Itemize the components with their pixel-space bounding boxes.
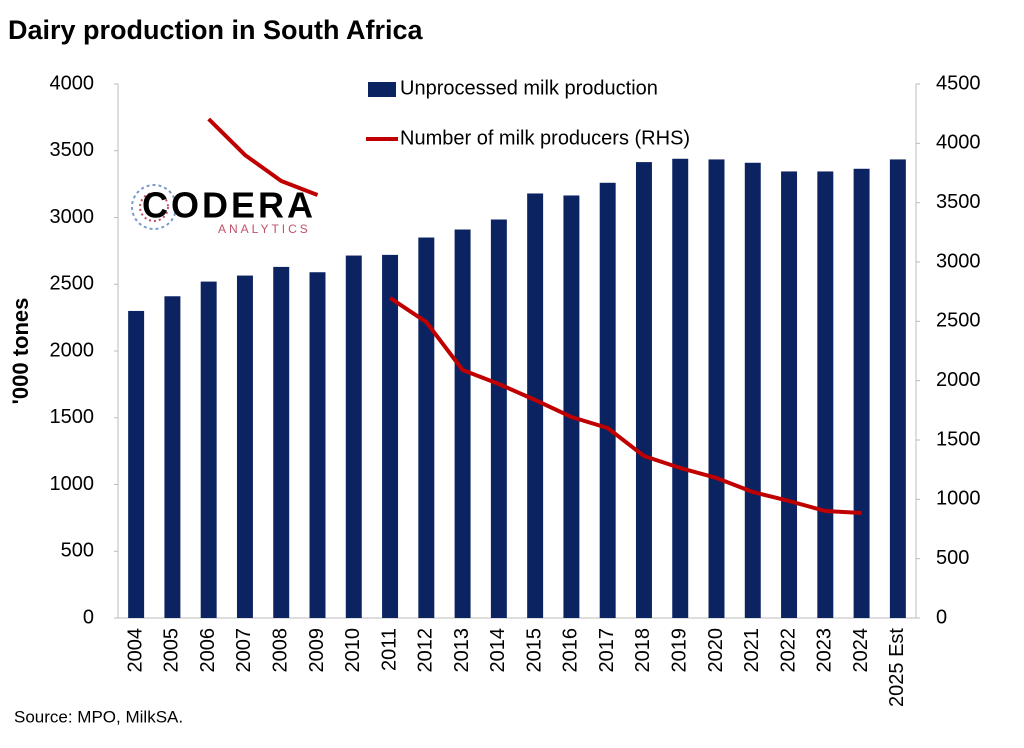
y-tick-label: 1500 — [50, 406, 95, 428]
x-tick-label: 2009 — [306, 628, 328, 673]
y2-tick-label: 0 — [936, 606, 947, 628]
x-tick-label: 2007 — [233, 628, 255, 673]
bar — [454, 229, 471, 618]
x-tick-label: 2008 — [270, 628, 292, 673]
bar — [708, 159, 725, 619]
x-tick-label: 2014 — [487, 628, 509, 673]
bar — [527, 193, 544, 618]
y2-tick-label: 2500 — [936, 310, 981, 332]
bar — [672, 158, 689, 618]
x-tick-label: 2016 — [560, 628, 582, 673]
y2-tick-label: 2000 — [936, 369, 981, 391]
x-tick-label: 2012 — [415, 628, 437, 673]
bar — [817, 171, 834, 618]
y-tick-label: 3500 — [50, 139, 95, 161]
logo-tagline: ANALYTICS — [218, 222, 311, 236]
x-tick-label: 2023 — [814, 628, 836, 673]
logo-name: CODERA — [142, 185, 316, 226]
bar — [889, 159, 906, 619]
x-tick-label: 2020 — [705, 628, 727, 673]
x-tick-label: 2005 — [161, 628, 183, 673]
bar — [273, 266, 290, 618]
x-tick-label: 2015 — [523, 628, 545, 673]
y2-tick-label: 4000 — [936, 132, 981, 154]
x-tick-label: 2010 — [342, 628, 364, 673]
y2-tick-label: 3000 — [936, 250, 981, 272]
y-tick-label: 500 — [61, 540, 94, 562]
x-tick-label: 2006 — [197, 628, 219, 673]
y-axis-label: '000 tones — [8, 298, 33, 405]
bar — [164, 296, 181, 618]
bar — [200, 281, 217, 618]
logo-mark — [131, 184, 177, 230]
y-tick-label: 4000 — [50, 72, 95, 94]
y2-tick-label: 3500 — [936, 191, 981, 213]
bar — [744, 162, 761, 618]
bar — [345, 255, 362, 619]
logo-mark — [139, 192, 169, 222]
x-tick-label: 2017 — [596, 628, 618, 673]
logo: CODERA ANALYTICS — [131, 184, 316, 236]
chart-title: Dairy production in South Africa — [8, 15, 424, 45]
bar — [490, 219, 507, 618]
bar — [418, 237, 435, 618]
y2-tick-label: 4500 — [936, 72, 981, 94]
x-tick-label: 2018 — [632, 628, 654, 673]
bar — [563, 195, 580, 618]
y-tick-label: 2000 — [50, 339, 95, 361]
x-tick-label: 2011 — [378, 628, 400, 671]
y-tick-label: 0 — [83, 606, 94, 628]
bar — [635, 162, 652, 618]
legend-label: Number of milk producers (RHS) — [400, 127, 690, 149]
bar — [236, 275, 253, 618]
bar — [128, 310, 145, 618]
legend-label: Unprocessed milk production — [400, 77, 658, 99]
x-tick-label: 2021 — [741, 628, 763, 673]
x-tick-label: 2004 — [124, 628, 146, 673]
y2-tick-label: 1500 — [936, 428, 981, 450]
y2-tick-label: 500 — [936, 547, 969, 569]
x-tick-label: 2024 — [850, 628, 872, 673]
y-tick-label: 2500 — [50, 273, 95, 295]
source-note: Source: MPO, MilkSA. — [14, 707, 183, 726]
x-tick-label: 2013 — [451, 628, 473, 673]
bar — [309, 272, 326, 618]
bar — [853, 168, 870, 618]
bar — [382, 254, 399, 618]
line — [207, 117, 862, 515]
x-tick-label: 2025 Est — [886, 628, 908, 707]
x-tick-label: 2022 — [777, 628, 799, 673]
y-tick-label: 1000 — [50, 473, 95, 495]
bar — [599, 182, 616, 619]
x-tick-label: 2019 — [669, 628, 691, 673]
y-tick-label: 3000 — [50, 206, 95, 228]
bar — [781, 171, 798, 618]
y2-tick-label: 1000 — [936, 488, 981, 510]
legend-swatch — [368, 82, 396, 97]
